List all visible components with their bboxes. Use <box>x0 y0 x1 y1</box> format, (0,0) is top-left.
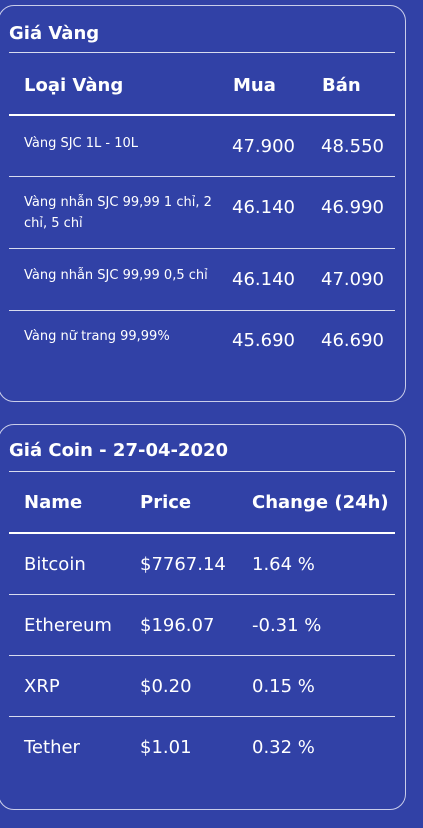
title-divider <box>9 52 395 53</box>
row-divider <box>9 176 395 177</box>
header-change: Change (24h) <box>252 492 389 513</box>
header-coin-name: Name <box>24 492 83 513</box>
coin-price: $7767.14 <box>140 554 226 575</box>
header-divider <box>9 532 395 534</box>
header-divider <box>9 114 395 116</box>
gold-buy-price: 45.690 <box>232 330 295 351</box>
gold-sell-price: 46.990 <box>321 197 384 218</box>
header-sell: Bán <box>322 75 361 96</box>
row-divider <box>9 310 395 311</box>
gold-type-name: Vàng SJC 1L - 10L <box>24 136 139 151</box>
coin-card-title: Giá Coin - 27-04-2020 <box>9 440 229 461</box>
gold-type-name: Vàng nhẫn SJC 99,99 0,5 chỉ <box>24 268 208 283</box>
header-buy: Mua <box>233 75 276 96</box>
coin-price-card: Giá Coin - 27-04-2020 Name Price Change … <box>0 424 406 810</box>
gold-sell-price: 47.090 <box>321 269 384 290</box>
gold-type-name: Vàng nhẫn SJC 99,99 1 chỉ, 2 chỉ, 5 chỉ <box>24 195 212 231</box>
gold-buy-price: 46.140 <box>232 197 295 218</box>
coin-change: 0.32 % <box>252 737 315 758</box>
gold-buy-price: 46.140 <box>232 269 295 290</box>
coin-change: -0.31 % <box>252 615 322 636</box>
row-divider <box>9 716 395 717</box>
gold-type-name: Vàng nữ trang 99,99% <box>24 329 170 344</box>
coin-name: XRP <box>24 676 60 697</box>
coin-change: 1.64 % <box>252 554 315 575</box>
coin-price: $0.20 <box>140 676 192 697</box>
coin-name: Ethereum <box>24 615 112 636</box>
coin-change: 0.15 % <box>252 676 315 697</box>
coin-name: Bitcoin <box>24 554 86 575</box>
row-divider <box>9 248 395 249</box>
header-gold-type: Loại Vàng <box>24 75 124 96</box>
coin-name: Tether <box>24 737 80 758</box>
header-price: Price <box>140 492 192 513</box>
gold-sell-price: 46.690 <box>321 330 384 351</box>
gold-price-card: Giá Vàng Loại Vàng Mua Bán Vàng SJC 1L -… <box>0 5 406 402</box>
gold-card-title: Giá Vàng <box>9 23 100 44</box>
gold-buy-price: 47.900 <box>232 136 295 157</box>
row-divider <box>9 655 395 656</box>
row-divider <box>9 594 395 595</box>
title-divider <box>9 471 395 472</box>
coin-price: $196.07 <box>140 615 215 636</box>
gold-sell-price: 48.550 <box>321 136 384 157</box>
coin-price: $1.01 <box>140 737 192 758</box>
